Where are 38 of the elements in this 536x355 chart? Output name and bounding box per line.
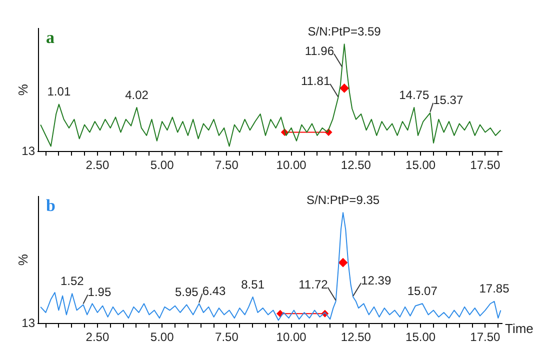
y-axis-title: %	[16, 84, 31, 96]
x-axis-title: Time	[505, 321, 534, 336]
x-tick-label: 5.00	[150, 330, 174, 344]
annotation: 15.37	[433, 93, 464, 108]
text: 13	[22, 316, 36, 330]
x-tick-label: 15.00	[406, 158, 436, 172]
x-tick-label: 17.50	[470, 158, 501, 172]
annotation: 11.81	[300, 74, 330, 88]
x-tick-label: 12.50	[340, 330, 372, 344]
text: 13	[22, 144, 36, 158]
annotation: 6.43	[202, 284, 226, 298]
x-tick-label: 17.50	[470, 330, 501, 344]
annotation: S/N:PtP=3.59	[308, 24, 382, 38]
annotation: 5.95	[174, 285, 199, 300]
y-axis-title: %	[16, 254, 31, 266]
x-tick-label: 12.50	[340, 158, 372, 172]
annotation: 14.75	[399, 88, 430, 102]
annotation: 4.02	[125, 88, 149, 102]
annotation: 8.51	[241, 277, 265, 292]
annotation: 1.01	[47, 84, 71, 99]
x-tick-label: 5.00	[150, 158, 174, 172]
annotation: 11.72	[298, 278, 328, 292]
x-tick-label: 7.50	[215, 330, 239, 344]
x-tick-label: 2.50	[86, 158, 110, 172]
chart-title: b	[46, 196, 56, 215]
chart-title: a	[46, 28, 55, 47]
annotation: 1.95	[88, 285, 112, 300]
annotation: S/N:PtP=9.35	[306, 192, 380, 207]
annotation: 11.96	[304, 44, 334, 58]
x-tick-label: 15.00	[406, 330, 436, 344]
x-tick-label: 7.50	[215, 158, 239, 172]
x-tick-label: 10.00	[276, 330, 307, 344]
annotation: 12.39	[361, 273, 392, 288]
annotation: 17.85	[479, 282, 510, 296]
annotation: 1.52	[60, 274, 84, 288]
x-tick-label: 2.50	[86, 330, 110, 344]
x-tick-label: 10.00	[276, 158, 307, 172]
annotation: 15.07	[407, 284, 438, 298]
